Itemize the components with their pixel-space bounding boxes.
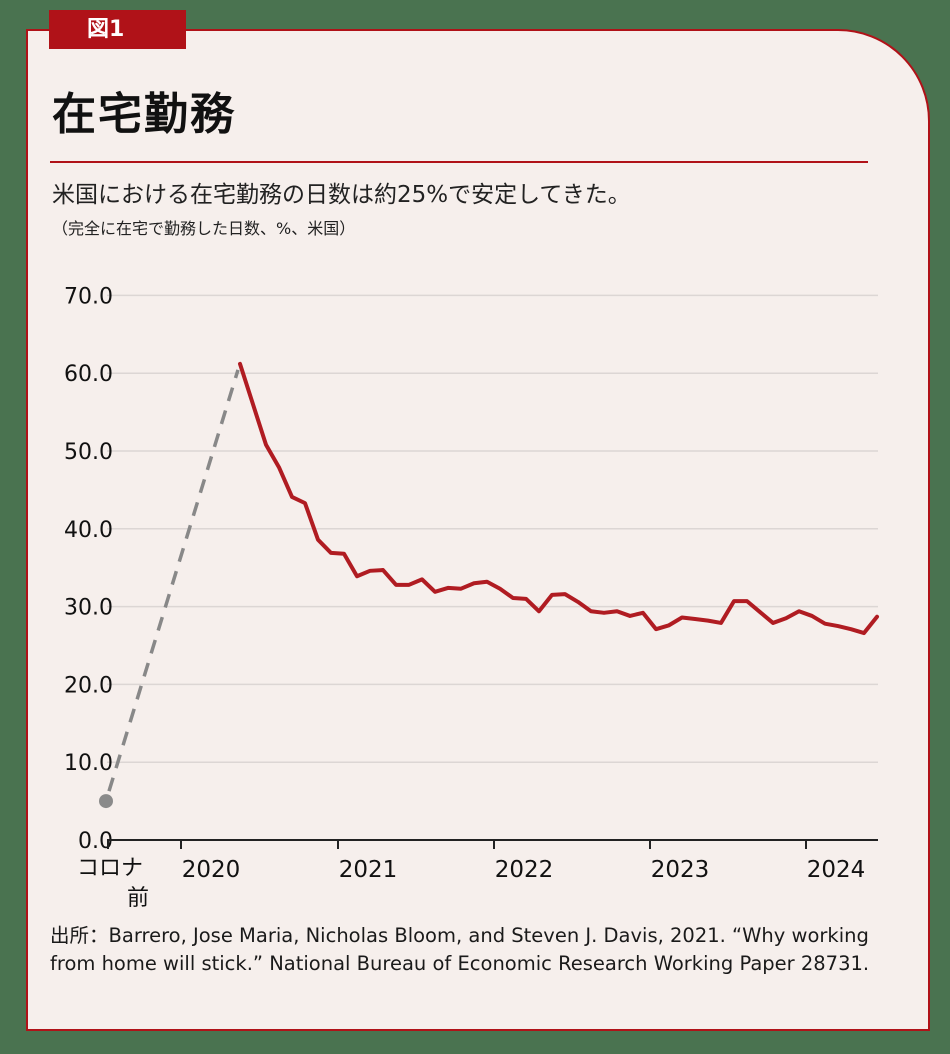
- figure-number-tab: 図1: [49, 10, 186, 49]
- y-axis-labels: 0.010.020.030.040.050.060.070.0: [64, 284, 113, 854]
- pre-covid-connector: [107, 369, 240, 792]
- y-tick-label: 70.0: [64, 284, 113, 309]
- gridlines: [107, 294, 878, 763]
- y-tick-label: 50.0: [64, 440, 113, 465]
- chart-subtitle: 米国における在宅勤務の日数は約25%で安定してきた。: [52, 182, 631, 208]
- y-tick-label: 60.0: [64, 362, 113, 387]
- pre-covid-point: [99, 794, 113, 809]
- y-tick-label: 30.0: [64, 596, 113, 621]
- x-tick-label: 前: [127, 886, 149, 911]
- y-tick-label: 20.0: [64, 673, 113, 698]
- figure-card: [26, 29, 930, 1031]
- x-tick-label: 2024: [807, 857, 866, 883]
- y-tick-label: 10.0: [64, 751, 113, 776]
- x-tick-label: 2020: [182, 857, 241, 883]
- series-line: [238, 361, 879, 636]
- y-tick-label: 40.0: [64, 518, 113, 543]
- x-tick-label: 2023: [651, 857, 710, 883]
- x-tick-label: コロナ: [77, 856, 143, 881]
- chart-title: 在宅勤務: [52, 89, 236, 140]
- x-tick-label: 2022: [495, 857, 554, 883]
- title-divider: [50, 161, 868, 163]
- unit-note: （完全に在宅で勤務した日数、%、米国）: [52, 219, 356, 238]
- x-tick-label: 2021: [339, 857, 398, 883]
- source-citation: 出所：Barrero, Jose Maria, Nicholas Bloom, …: [50, 924, 870, 975]
